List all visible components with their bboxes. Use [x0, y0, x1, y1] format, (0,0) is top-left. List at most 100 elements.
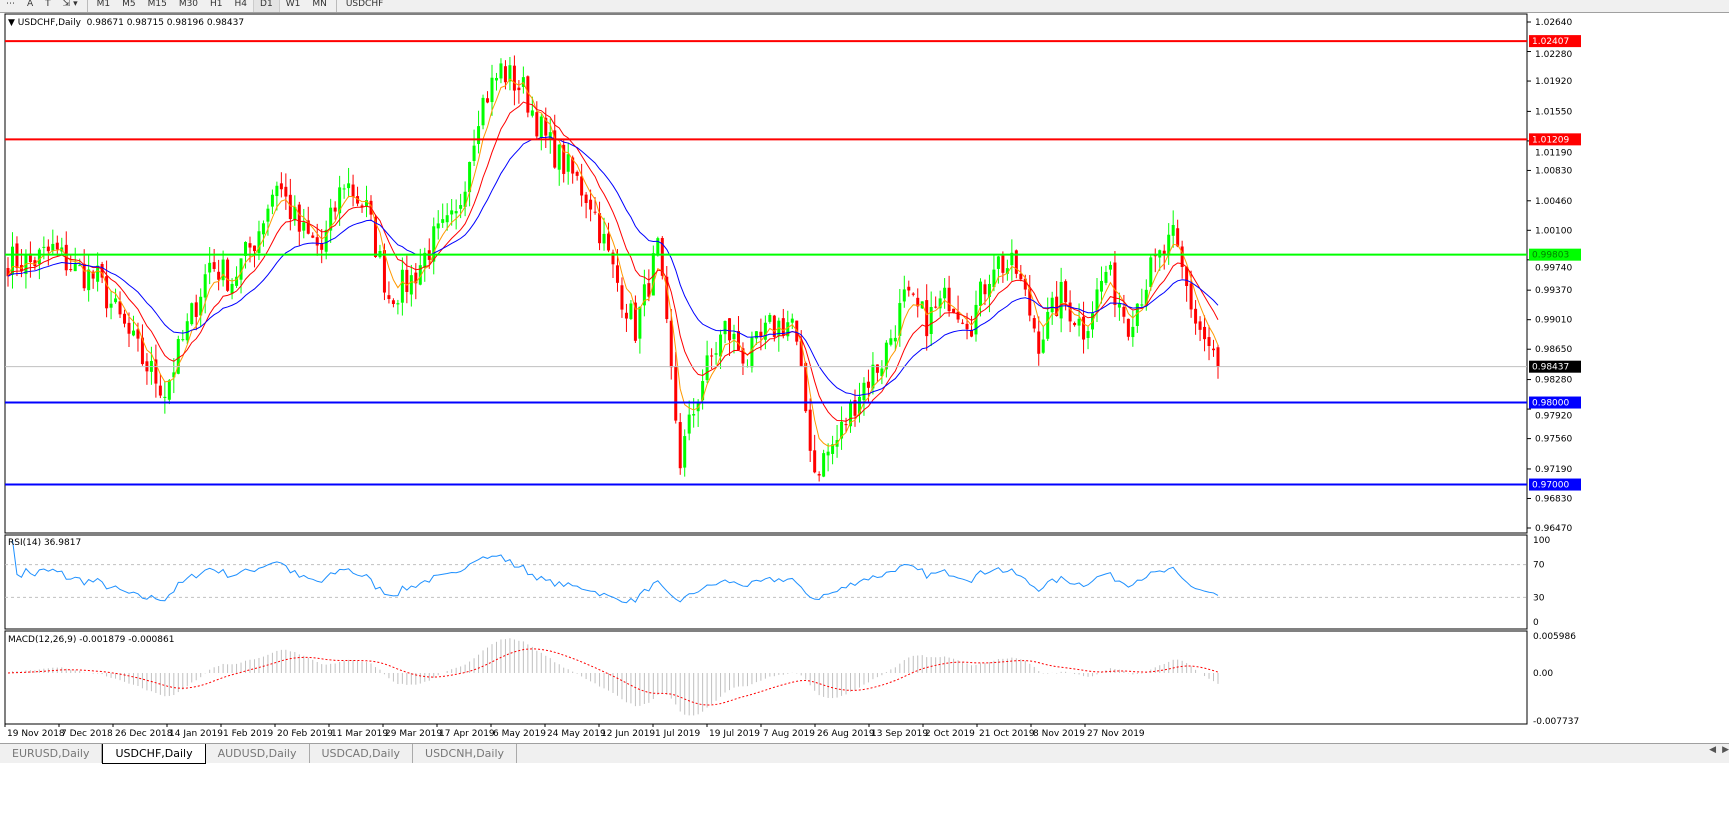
timeframe-m5[interactable]: M5 [122, 0, 136, 9]
date-label: 27 Nov 2019 [1087, 729, 1145, 739]
candle-body [450, 210, 454, 215]
candle-body [822, 453, 826, 477]
candle-body [1180, 246, 1184, 267]
scroll-right-icon[interactable]: ▶ [1722, 745, 1729, 755]
candle-body [212, 262, 216, 269]
date-label: 21 Oct 2019 [979, 729, 1035, 739]
candle-body [87, 269, 91, 291]
candle-body [503, 66, 507, 83]
candle-body [651, 253, 655, 296]
date-label: 13 Sep 2019 [871, 729, 928, 739]
candle-body [992, 269, 996, 288]
ma-mid-line [7, 101, 1219, 422]
candle-body [391, 300, 395, 304]
timeframe-h1[interactable]: H1 [210, 0, 223, 9]
timeframe-w1[interactable]: W1 [285, 0, 301, 9]
candle-body [1064, 281, 1068, 303]
last-price-label: 0.98437 [1532, 363, 1569, 373]
candle-body [1095, 289, 1099, 313]
candle-body [324, 229, 328, 252]
tab-usdcad[interactable]: USDCAD,Daily [310, 744, 414, 763]
date-label: 19 Jul 2019 [709, 729, 760, 739]
price-tick-label: 0.97920 [1535, 412, 1572, 422]
chart-canvas[interactable]: 1.02640 1.02280 1.01920 1.01550 1.01190 1.008… [0, 0, 1729, 743]
price-label-bg [1529, 396, 1581, 409]
candle-body [660, 238, 664, 276]
candle-body [736, 331, 740, 350]
candle-body [320, 243, 324, 250]
scroll-left-icon[interactable]: ◀ [1709, 745, 1717, 755]
candle-body [781, 318, 785, 336]
candle-body [669, 320, 673, 368]
candle-body [400, 269, 404, 303]
candle-body [1149, 257, 1153, 287]
candle-body [329, 207, 333, 231]
candle-body [1153, 255, 1157, 257]
candle-body [217, 271, 221, 280]
timeframe-mn[interactable]: MN [312, 0, 327, 9]
date-label: 26 Aug 2019 [817, 729, 875, 739]
candle-body [871, 364, 875, 389]
date-label: 14 Jan 2019 [169, 729, 223, 739]
candle-body [508, 65, 512, 82]
price-label-bg [1529, 248, 1581, 261]
candle-body [647, 283, 651, 297]
candle-body [261, 223, 265, 235]
date-label: 12 Jun 2019 [601, 729, 655, 739]
candle-body [557, 144, 561, 170]
candle-body [674, 366, 678, 421]
candle-body [123, 313, 127, 324]
tab-audusd[interactable]: AUDUSD,Daily [206, 744, 310, 763]
tab-eurusd[interactable]: EURUSD,Daily [0, 744, 103, 763]
candle-body [548, 132, 552, 139]
timeframe-m15[interactable]: M15 [147, 0, 167, 9]
candle-body [813, 450, 817, 473]
candle-body [468, 161, 472, 193]
candle-body [705, 355, 709, 381]
macd-panel [4, 630, 1528, 725]
candle-body [889, 338, 893, 345]
candle-body [1135, 303, 1139, 327]
candle-body [239, 258, 243, 280]
ma-slow-line [7, 136, 1219, 396]
timeframe-h4[interactable]: H4 [234, 0, 248, 9]
candle-body [692, 414, 696, 416]
candle-body [82, 263, 86, 289]
candle-body [1131, 326, 1135, 338]
candle-body [974, 304, 978, 335]
candle-body [728, 318, 732, 341]
candle-body [1198, 321, 1202, 330]
candle-body [763, 322, 767, 340]
candle-body [965, 323, 969, 330]
candle-body [683, 436, 687, 468]
candle-body [1140, 304, 1144, 306]
last-price-bg [1529, 360, 1581, 373]
candle-body [607, 233, 611, 251]
candle-body [1041, 339, 1045, 353]
candle-body [248, 243, 252, 248]
timeframe-m1[interactable]: M1 [96, 0, 111, 9]
text-label-tool-button[interactable]: T [45, 0, 51, 9]
price-tick-label: 0.97560 [1535, 435, 1572, 445]
candle-body [1099, 280, 1103, 292]
timeframe-d1[interactable]: D1 [253, 0, 280, 12]
date-label: 7 Dec 2018 [61, 729, 113, 739]
candle-body [127, 322, 131, 334]
candle-body [1019, 273, 1023, 280]
candle-body [436, 223, 440, 229]
tab-usdchf[interactable]: USDCHF,Daily [102, 744, 206, 764]
chart-header: ▼ USDCHF,Daily 0.98671 0.98715 0.98196 0… [8, 18, 244, 28]
candle-body [831, 444, 835, 454]
candle-body [611, 252, 615, 265]
active-symbol: USDCHF [345, 0, 384, 9]
arrows-tool-icon[interactable]: ⇲ ▾ [62, 0, 78, 9]
tab-usdcnh[interactable]: USDCNH,Daily [413, 744, 518, 763]
candle-body [28, 253, 32, 263]
candle-body [167, 380, 171, 400]
candle-body [786, 322, 790, 337]
candle-body [808, 409, 812, 451]
timeframe-m30[interactable]: M30 [178, 0, 199, 9]
crosshair-icon[interactable]: ⋯ [6, 0, 15, 9]
text-tool-button[interactable]: A [27, 0, 34, 9]
collapse-arrow-icon[interactable]: ▼ [8, 18, 15, 28]
